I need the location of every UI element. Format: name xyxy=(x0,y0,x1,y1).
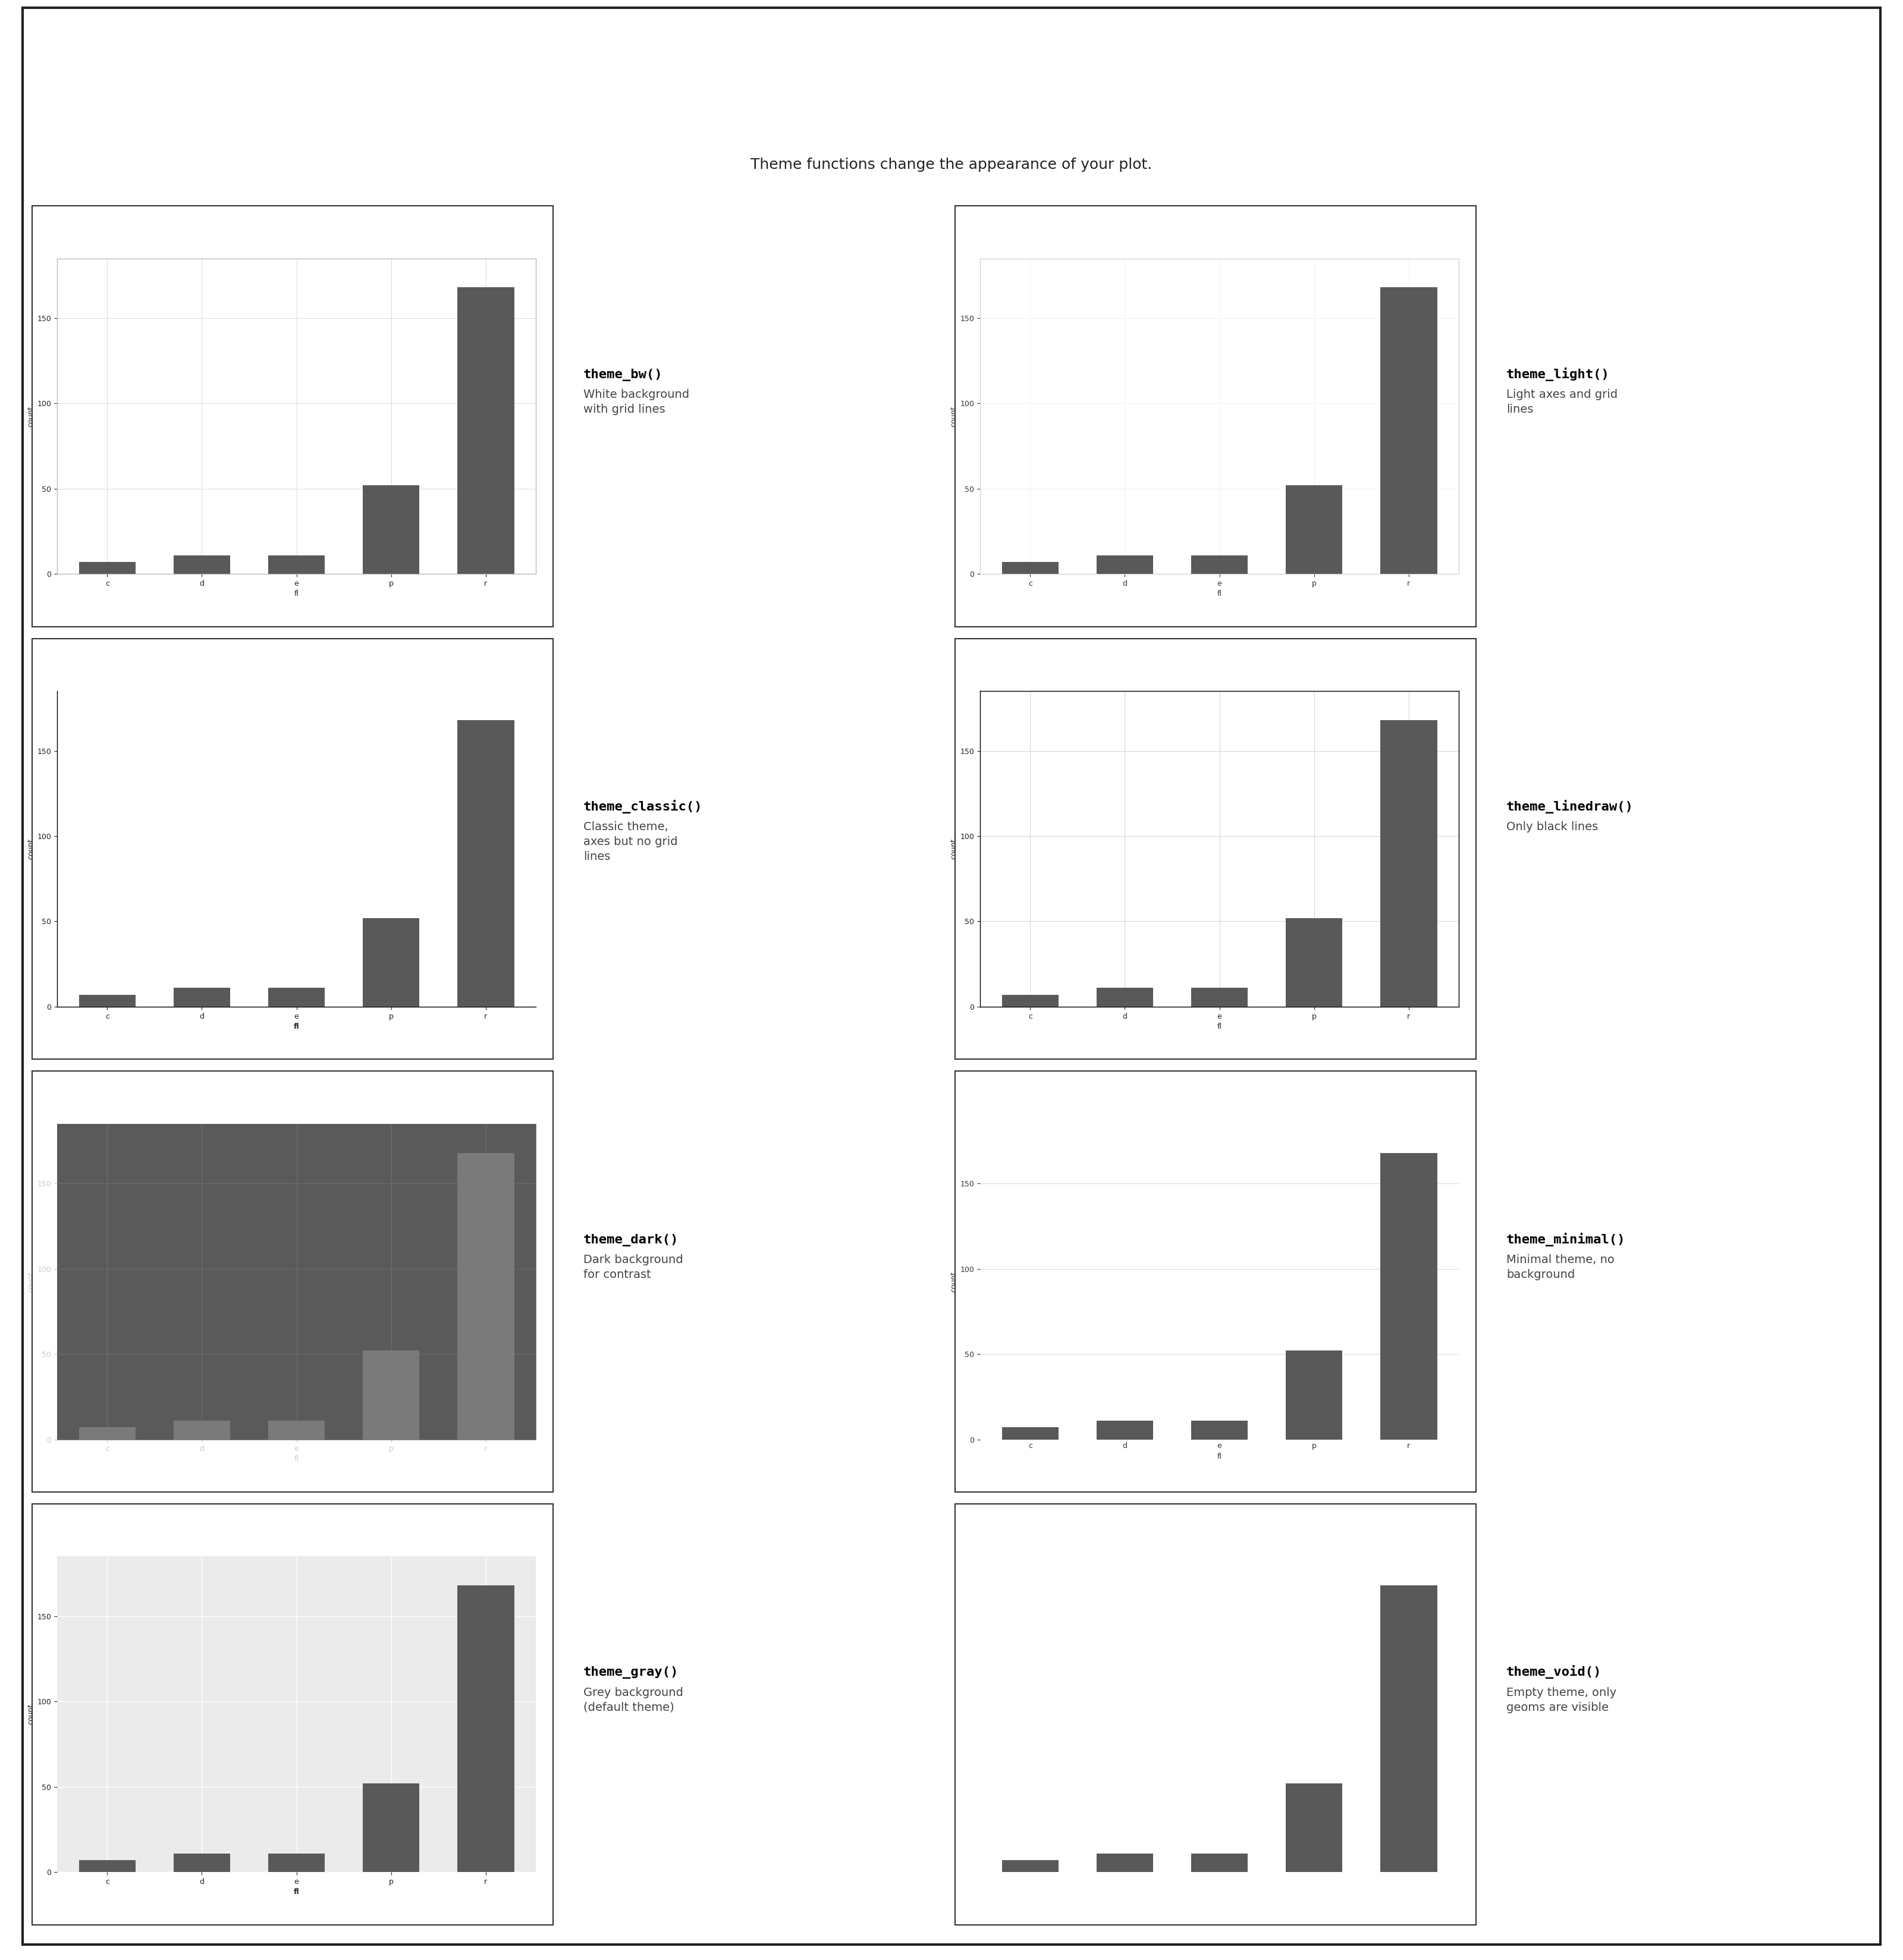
Bar xyxy=(1380,288,1437,574)
Bar xyxy=(1001,563,1058,574)
Text: Grey background
(default theme): Grey background (default theme) xyxy=(584,1688,683,1713)
Bar xyxy=(363,486,419,574)
Bar xyxy=(1380,1586,1437,1872)
Bar xyxy=(1286,1784,1342,1872)
X-axis label: fl: fl xyxy=(295,590,299,598)
Bar xyxy=(1001,1427,1058,1439)
Bar xyxy=(1001,1860,1058,1872)
X-axis label: fl: fl xyxy=(1218,590,1222,598)
Bar xyxy=(457,719,514,1007)
Text: theme_void(): theme_void() xyxy=(1507,1666,1602,1680)
Y-axis label: count: count xyxy=(950,839,957,858)
Bar xyxy=(457,288,514,574)
X-axis label: fl: fl xyxy=(295,1456,299,1462)
Y-axis label: count: count xyxy=(27,839,34,858)
Text: Only black lines: Only black lines xyxy=(1507,821,1599,833)
Bar xyxy=(1191,988,1248,1007)
Text: theme_bw(): theme_bw() xyxy=(584,368,662,380)
Bar xyxy=(1286,486,1342,574)
Bar xyxy=(1286,1350,1342,1439)
Text: Themes: Themes xyxy=(896,27,1007,51)
Bar xyxy=(1001,996,1058,1007)
Bar xyxy=(78,996,135,1007)
Text: White background
with grid lines: White background with grid lines xyxy=(584,388,689,416)
Text: Empty theme, only
geoms are visible: Empty theme, only geoms are visible xyxy=(1507,1688,1616,1713)
Text: Light axes and grid
lines: Light axes and grid lines xyxy=(1507,388,1618,416)
Bar xyxy=(1191,555,1248,574)
X-axis label: fl: fl xyxy=(293,1887,299,1895)
Y-axis label: count: count xyxy=(950,1272,957,1292)
Bar xyxy=(1191,1421,1248,1439)
Text: Classic theme,
axes but no grid
lines: Classic theme, axes but no grid lines xyxy=(584,821,677,862)
Bar xyxy=(78,563,135,574)
Y-axis label: count: count xyxy=(27,1703,34,1725)
Bar xyxy=(363,1350,419,1439)
Bar xyxy=(173,988,230,1007)
Text: Minimal theme, no
background: Minimal theme, no background xyxy=(1507,1254,1614,1280)
Bar xyxy=(363,1784,419,1872)
X-axis label: fl: fl xyxy=(1218,1452,1222,1460)
Bar xyxy=(1191,1854,1248,1872)
Y-axis label: count: count xyxy=(27,1272,34,1292)
Text: Dark background
for contrast: Dark background for contrast xyxy=(584,1254,683,1280)
Bar xyxy=(268,1854,325,1872)
Y-axis label: count: count xyxy=(27,406,34,427)
Bar xyxy=(1380,719,1437,1007)
Bar xyxy=(173,555,230,574)
X-axis label: fl: fl xyxy=(1218,1023,1222,1031)
X-axis label: fl: fl xyxy=(293,1023,299,1031)
Bar xyxy=(1380,1152,1437,1439)
Bar xyxy=(1286,917,1342,1007)
Bar xyxy=(363,917,419,1007)
Text: theme_dark(): theme_dark() xyxy=(584,1235,679,1247)
Y-axis label: count: count xyxy=(950,406,957,427)
Bar xyxy=(457,1586,514,1872)
Bar xyxy=(78,1860,135,1872)
Text: theme_classic(): theme_classic() xyxy=(584,800,702,813)
Text: theme_minimal(): theme_minimal() xyxy=(1507,1233,1625,1247)
Bar xyxy=(173,1421,230,1439)
Bar xyxy=(457,1152,514,1439)
Bar xyxy=(1096,1421,1153,1439)
Bar xyxy=(1096,988,1153,1007)
Text: theme_gray(): theme_gray() xyxy=(584,1666,679,1680)
Bar xyxy=(268,988,325,1007)
Bar xyxy=(1096,1854,1153,1872)
Bar xyxy=(173,1854,230,1872)
Text: theme_light(): theme_light() xyxy=(1507,367,1610,380)
Bar xyxy=(268,555,325,574)
Bar xyxy=(78,1427,135,1439)
Text: Theme functions change the appearance of your plot.: Theme functions change the appearance of… xyxy=(750,157,1153,172)
Bar xyxy=(1096,555,1153,574)
Bar xyxy=(268,1421,325,1439)
Text: theme_linedraw(): theme_linedraw() xyxy=(1507,800,1633,813)
